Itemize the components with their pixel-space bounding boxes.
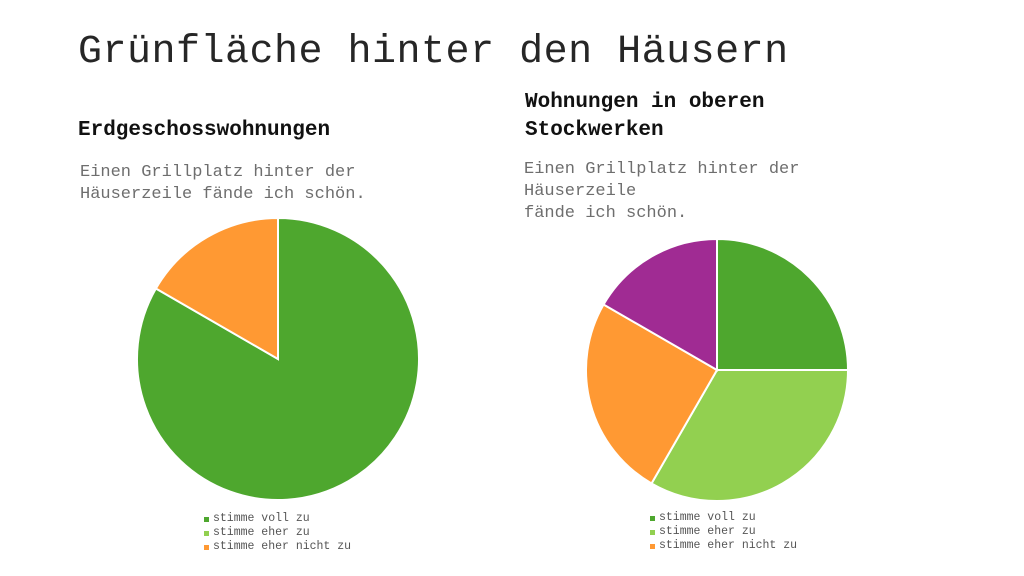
chart-subtitle-left: Einen Grillplatz hinter der Häuserzeile … [80, 163, 366, 204]
legend-swatch [204, 516, 209, 522]
legend-swatch [204, 544, 209, 550]
legend-item-stimme-eher-zu: stimme eher zu [650, 525, 797, 539]
legend-right: stimme voll zu stimme eher zu stimme eher … [650, 511, 797, 553]
pie-slice-stimme-voll-zu [716, 237, 850, 371]
pie-slice-stimme-gar-nicht-zu [602, 237, 718, 372]
chart-title-right: Wohnungen in oberen Stockwerken [525, 91, 765, 142]
legend-item-stimme-eher-zu: stimme eher zu [204, 526, 351, 540]
pie-slice-stimme-eher-nicht-zu [585, 303, 719, 485]
chart-subtitle-right: Einen Grillplatz hinter der Häuserzeile … [524, 160, 800, 223]
legend-label: stimme voll zu [659, 511, 756, 524]
legend-label: stimme voll zu [213, 512, 310, 525]
slide-title: Grünfläche hinter den Häusern [78, 30, 789, 75]
legend-label: stimme eher zu [213, 526, 310, 539]
pie-chart-left [136, 216, 420, 501]
legend-item-stimme-eher-nicht-zu: stimme eher nicht zu [204, 540, 351, 554]
pie-chart-right [585, 237, 850, 502]
legend-item-stimme-voll-zu: stimme voll zu [204, 512, 351, 526]
chart-title-left: Erdgeschosswohnungen [78, 119, 331, 142]
legend-item-stimme-eher-nicht-zu: stimme eher nicht zu [650, 539, 797, 553]
legend-swatch [650, 515, 655, 521]
pie-slice-stimme-eher-nicht-zu [154, 216, 279, 361]
legend-label: stimme eher zu [659, 525, 756, 538]
legend-label: stimme eher nicht zu [213, 540, 352, 553]
legend-swatch [650, 543, 655, 549]
legend-label: stimme eher nicht zu [659, 539, 798, 552]
legend-item-stimme-voll-zu: stimme voll zu [650, 511, 797, 525]
legend-swatch [650, 529, 655, 535]
pie-slice-stimme-eher-zu [650, 369, 850, 502]
legend-swatch [204, 530, 209, 536]
legend-left: stimme voll zu stimme eher zu stimme eher … [204, 512, 351, 554]
